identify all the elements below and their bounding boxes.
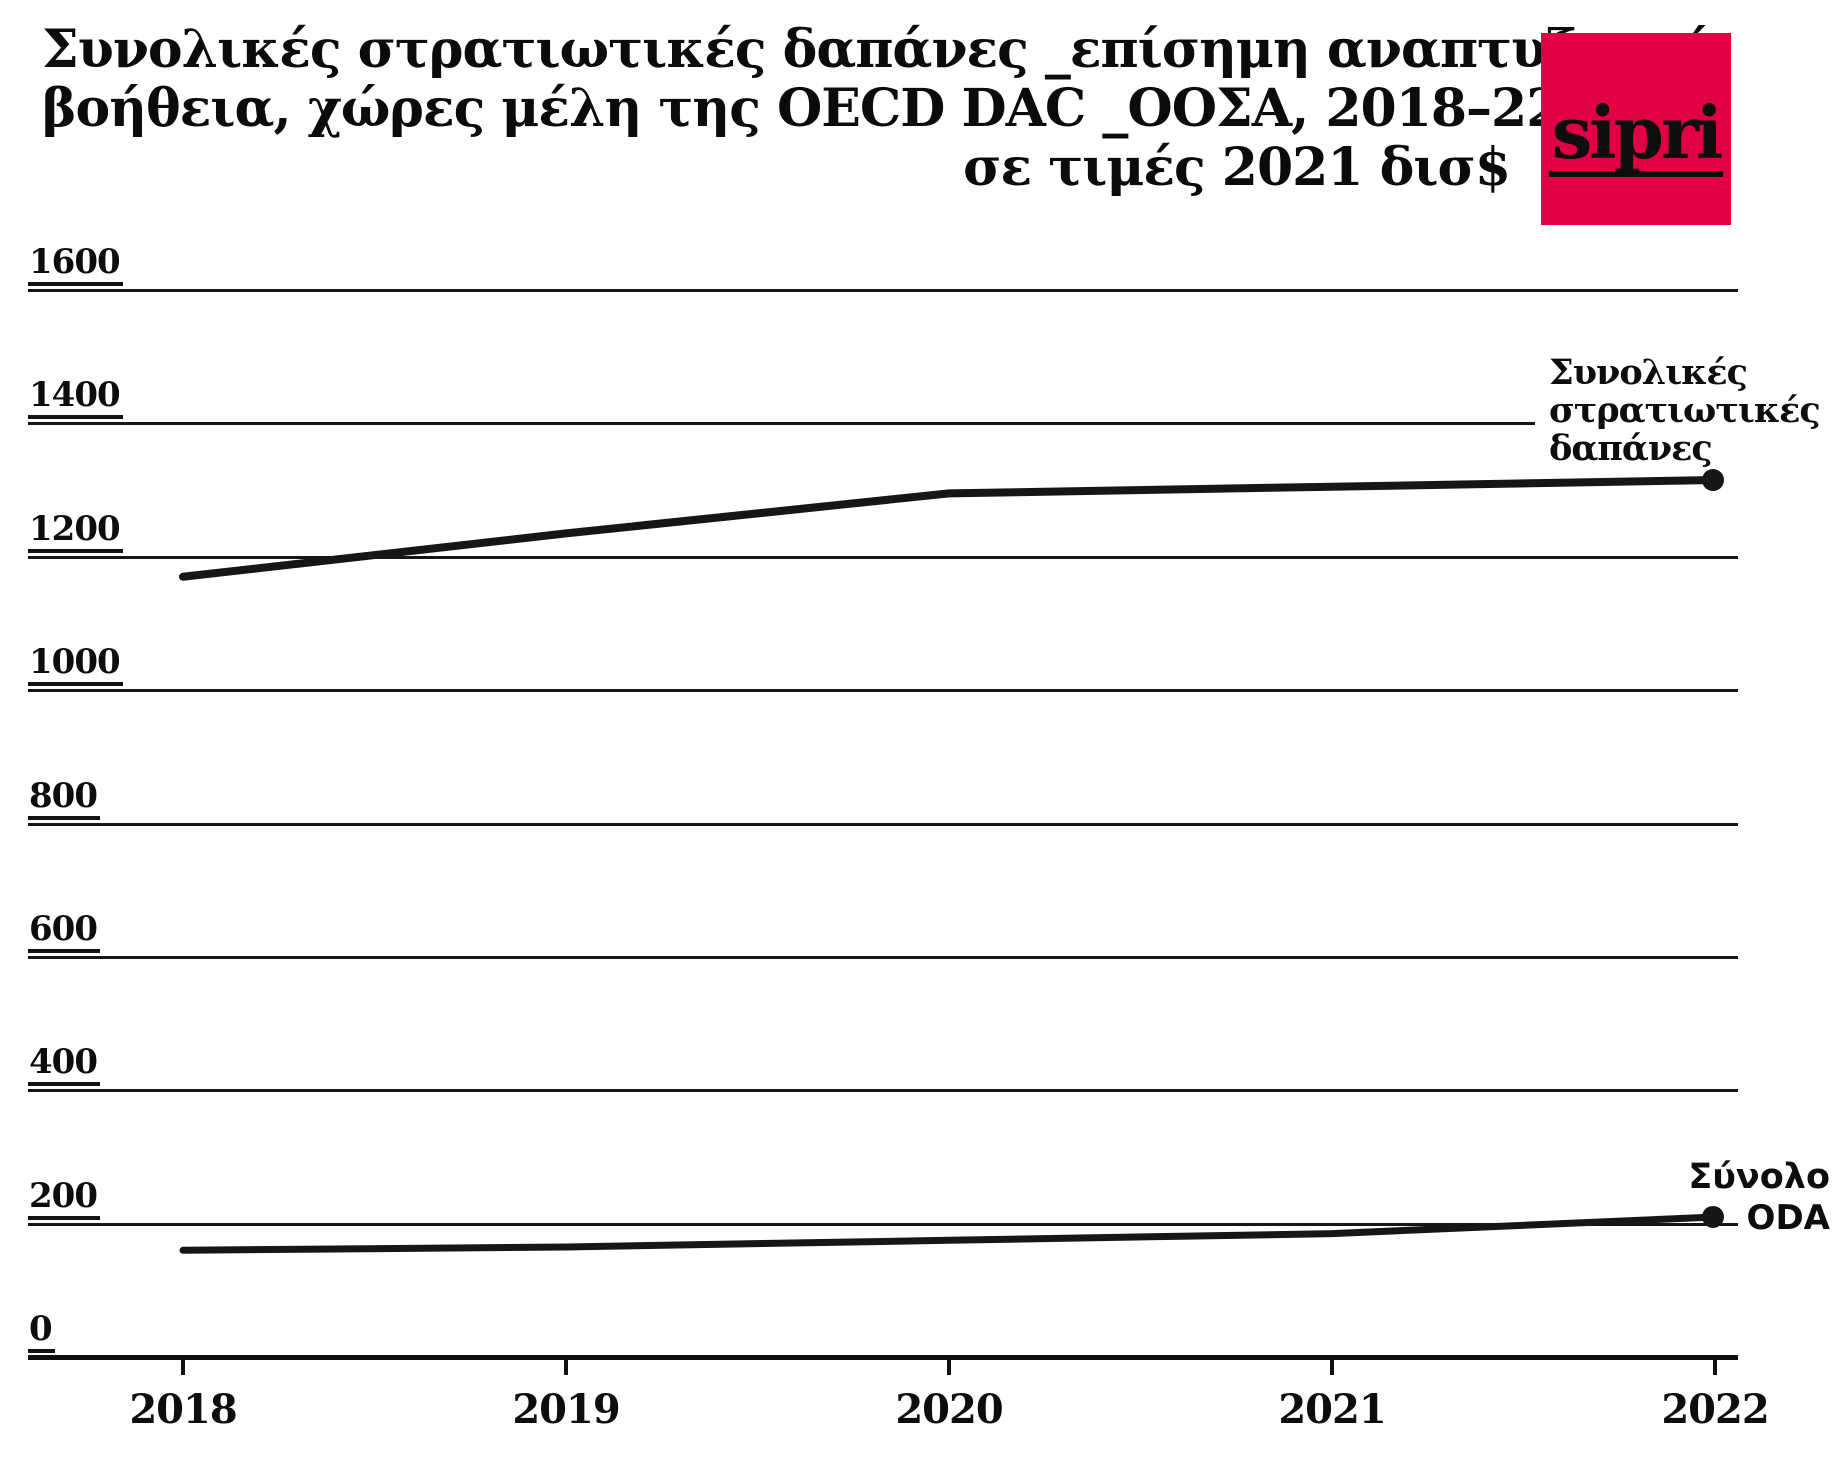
x-tick-2021 [1330,1360,1334,1375]
x-axis-line [28,1355,1738,1360]
y-tick-label-1200: 1200 [28,512,123,553]
gridline-400 [28,1089,1738,1093]
series-label-military: Συνολικές στρατιωτικές δαπάνες [1535,352,1828,472]
y-tick-label-1000: 1000 [28,645,123,687]
x-tick-label-2019: 2019 [512,1386,620,1433]
x-tick-2020 [947,1360,951,1375]
gridline-1000 [28,689,1738,693]
x-tick-2022 [1713,1360,1717,1375]
chart-title-unit: σε τιμές 2021 δισ$ [963,137,1511,198]
y-tick-label-200: 200 [28,1179,100,1220]
series-endpoint-0 [1702,469,1724,492]
gridline-1400 [28,422,1738,426]
series-line-0 [179,476,1719,581]
y-tick-label-1600: 1600 [28,245,123,286]
series-label-oda-line2: ODA [1746,1198,1830,1238]
x-tick-label-2020: 2020 [895,1386,1003,1433]
y-tick-label-600: 600 [28,912,100,953]
y-tick-label-800: 800 [28,779,100,820]
chart-title-line1: Συνολικές στρατιωτικές δαπάνες _επίσημη … [42,19,1715,80]
y-tick-label-400: 400 [28,1045,100,1087]
gridline-1600 [28,289,1738,292]
x-tick-label-2022: 2022 [1661,1386,1769,1433]
series-label-oda: Σύνολο ODA [1640,1158,1830,1236]
x-tick-2019 [564,1360,568,1375]
series-label-oda-line1: Σύνολο [1688,1157,1830,1197]
y-tick-label-0: 0 [28,1312,55,1353]
gridline-1200 [28,555,1738,559]
series-endpoint-1 [1702,1205,1724,1228]
gridline-800 [28,822,1738,826]
x-tick-2018 [181,1360,185,1375]
x-tick-label-2018: 2018 [129,1386,237,1433]
series-line-1 [179,1213,1719,1254]
chart-title-line2: βοήθεια, χώρες μέλη της OECD DAC _ΟΟΣΑ, … [42,78,1562,139]
x-tick-label-2021: 2021 [1278,1386,1386,1433]
gridline-600 [28,955,1738,959]
gridline-200 [28,1222,1738,1226]
y-tick-label-1400: 1400 [28,378,123,420]
sipri-logo-text: sipri [1548,97,1724,177]
chart-title: Συνολικές στρατιωτικές δαπάνες _επίσημη … [42,19,1715,198]
sipri-logo: sipri [1541,33,1731,225]
